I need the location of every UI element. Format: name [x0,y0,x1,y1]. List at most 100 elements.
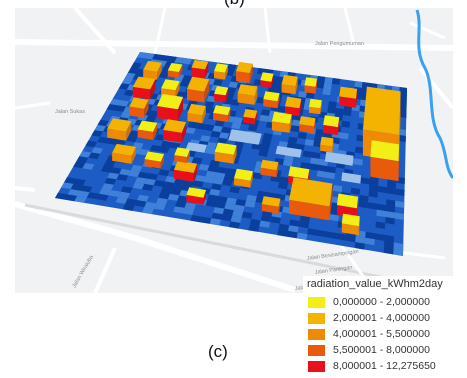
raster-cell [316,229,328,238]
raster-cell [231,122,242,130]
raster-cell [229,221,241,229]
raster-cell [108,190,121,197]
raster-cell [259,220,271,228]
raster-cell [64,177,77,184]
raster-cell [224,203,236,211]
raster-cell [165,176,177,183]
raster-cell [291,119,302,127]
building-roof [260,72,274,82]
building-roof [163,119,187,133]
building-roof [137,120,158,132]
map-panel[interactable]: Jalan Pengumuman Jalan Besisampingan Jal… [15,8,453,293]
raster-cell [80,185,93,193]
building-wall [187,89,205,103]
building-roof [234,168,253,181]
building-roof [144,151,164,162]
building-roof [129,97,149,109]
building-roof [174,160,197,173]
raster-cell [336,233,347,241]
raster-cell [137,171,150,179]
raster-cell [120,111,132,119]
raster-cell [278,223,290,231]
raster-cell [173,206,185,214]
raster-cell [317,164,328,172]
raster-cell [228,81,239,89]
building-roof [236,61,253,73]
street-label: Jalan Paningan [314,265,352,276]
raster-cell [267,86,277,94]
building-roof [323,115,340,128]
raster-cell [385,217,395,225]
raster-cell [350,187,361,195]
raster-cell [149,144,161,152]
raster-cell [124,72,136,80]
building-wall [178,64,183,78]
building-roof [263,91,280,102]
map-view[interactable]: Jalan Pengumuman Jalan Besisampingan Jal… [15,8,453,293]
legend-item: 8,000001 - 12,275650 [308,360,458,373]
raster-cell [121,78,133,85]
building-wall [236,71,250,83]
legend-label: 5,500001 - 8,000000 [333,344,430,356]
raster-cell [177,195,189,203]
raster-cell [135,177,147,184]
building-footprints [107,60,401,236]
building-wall [107,128,126,141]
building-wall [163,129,182,143]
legend-item: 0,000000 - 2,000000 [308,296,458,309]
raster-cell [103,160,116,168]
building-wall [175,81,180,99]
raster-cell [195,123,207,130]
raster-cell [331,78,341,85]
raster-cell [142,207,154,215]
open-area [228,129,262,145]
raster-cell [287,230,298,239]
raster-cell [354,81,363,88]
raster-cell [141,183,154,191]
raster-cell [385,205,396,213]
raster-cell [209,188,221,196]
raster-cell [249,218,261,227]
raster-cell [172,183,184,190]
raster-cell [307,228,318,236]
building-wall [341,223,359,236]
building-wall [299,98,302,117]
raster-cell [158,169,170,177]
open-area [324,151,354,166]
raster-cell [117,100,129,107]
river [415,9,453,179]
raster-cell [116,174,129,181]
building-wall [225,87,229,103]
building-roof [309,98,322,109]
raster-cell [123,89,135,97]
raster-cell [82,163,95,170]
building-wall [234,178,251,188]
raster-cell [220,126,232,134]
building-roof [288,166,310,179]
raster-cell [109,98,121,106]
raster-cell [230,215,242,223]
raster-cell [367,202,378,210]
raster-cell [376,209,386,217]
building-wall [204,79,210,103]
raster-cell [316,76,326,83]
raster-cell [277,182,288,190]
raster-cell [214,201,226,209]
raster-cell [365,231,376,240]
raster-cell [88,152,101,160]
building-wall [112,152,132,164]
building-wall [357,196,359,219]
raster-cell [91,130,104,137]
building-roof [289,177,333,207]
raster-cell [211,183,222,191]
raster-cell [55,192,68,200]
raster-cell [174,57,185,64]
raster-cell [326,166,336,174]
legend-item: 5,500001 - 8,000000 [308,344,458,357]
legend-swatch [308,297,325,308]
raster-cell [395,188,405,196]
building-wall [320,100,322,115]
open-area [185,142,208,153]
building-wall [250,171,253,188]
legend-label: 2,000001 - 4,000000 [333,312,430,324]
